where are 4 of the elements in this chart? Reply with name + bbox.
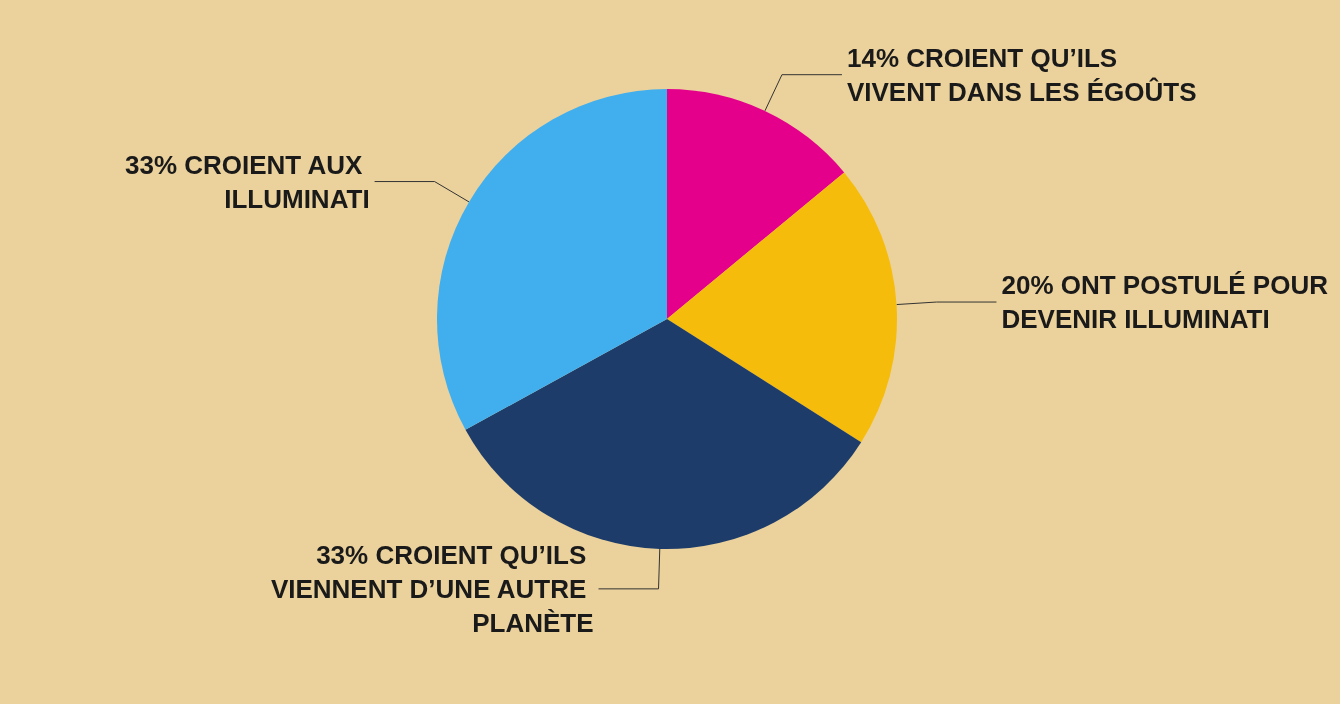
slice-label: 33% CROIENT QU’ILS VIENNENT D’UNE AUTRE PLANÈTE <box>270 539 594 638</box>
slice-label: 14% CROIENT QU’ILS VIVENT DANS LES ÉGOÛTS <box>846 42 1197 107</box>
slice-label: 20% ONT POSTULÉ POUR DEVENIR ILLUMINATI <box>1001 270 1336 335</box>
slice-label: 33% CROIENT AUX ILLUMINATI <box>124 149 370 214</box>
